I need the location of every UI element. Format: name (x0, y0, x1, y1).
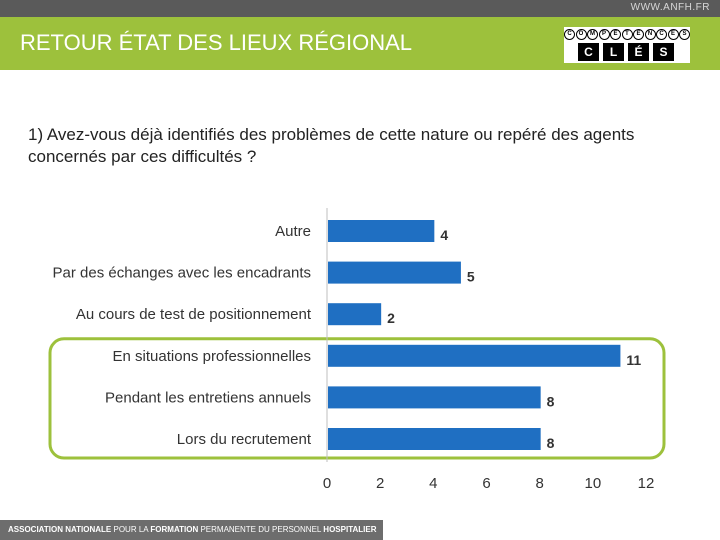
logo-bottom-row: C L É S (578, 43, 674, 61)
bar-chart: Autre 4 Par des échanges avec les encadran… (48, 208, 666, 492)
logo-letter: L (603, 43, 624, 61)
x-tick-label: 2 (376, 475, 384, 492)
footer-text-hospitalier: HOSPITALIER (323, 525, 377, 534)
logo-letter: E (667, 29, 679, 40)
category-label: Au cours de test de positionnement (76, 306, 312, 323)
logo-letter: E (633, 29, 644, 40)
data-label: 8 (547, 393, 555, 409)
category-label: Par des échanges avec les encadrants (53, 265, 312, 282)
footer-text-permanente: PERMANENTE DU PERSONNEL (198, 525, 324, 534)
category-label: En situations professionnelles (113, 348, 311, 365)
data-label: 8 (547, 435, 555, 451)
x-tick-label: 0 (323, 475, 331, 492)
footer-text-formation: FORMATION (150, 525, 199, 534)
bar (328, 261, 461, 284)
x-tick-label: 8 (535, 475, 543, 492)
data-label: 2 (387, 310, 395, 326)
category-label: Pendant les entretiens annuels (105, 389, 311, 406)
logo-letter: É (610, 29, 621, 40)
highlight-frame (48, 337, 666, 460)
footer-bar: ASSOCIATION NATIONALE POUR LA FORMATION … (0, 520, 383, 540)
question-text: 1) Avez-vous déjà identifiés des problèm… (28, 125, 635, 166)
logo-letter: O (575, 29, 587, 40)
category-label: Lors du recrutement (177, 431, 312, 448)
logo-top-row: C O M P É T E N C E S (564, 29, 690, 41)
footer-text-association: ASSOCIATION NATIONALE (8, 525, 112, 534)
bar (328, 428, 541, 450)
bar (328, 344, 621, 367)
logo-letter: C (578, 43, 599, 61)
logo-letter: C (564, 29, 575, 40)
logo-letter: É (628, 43, 649, 61)
page-title: RETOUR ÉTAT DES LIEUX RÉGIONAL (20, 30, 413, 55)
logo-letter: C (656, 29, 667, 40)
bar (328, 386, 541, 409)
top-bar: WWW.ANFH.FR (0, 0, 720, 17)
footer-text-pour-la: POUR LA (111, 525, 151, 534)
data-label: 4 (440, 227, 448, 243)
x-tick-label: 12 (638, 475, 655, 492)
x-tick-label: 6 (482, 475, 490, 492)
logo-letter: M (587, 29, 598, 40)
site-url[interactable]: WWW.ANFH.FR (630, 2, 710, 13)
x-tick-label: 4 (429, 475, 437, 492)
logo-letter: T (621, 29, 633, 40)
x-tick-label: 10 (584, 475, 601, 492)
data-label: 5 (467, 269, 475, 285)
logo-letter: P (598, 29, 610, 40)
category-label: Autre (275, 223, 311, 240)
logo-letter: S (653, 43, 674, 61)
bar (328, 220, 435, 242)
logo-letter: S (679, 29, 690, 40)
competences-cles-logo: C O M P É T E N C E S C L É S (564, 27, 690, 63)
bar (328, 303, 382, 326)
logo-letter: N (644, 29, 656, 40)
data-label: 11 (626, 352, 641, 368)
